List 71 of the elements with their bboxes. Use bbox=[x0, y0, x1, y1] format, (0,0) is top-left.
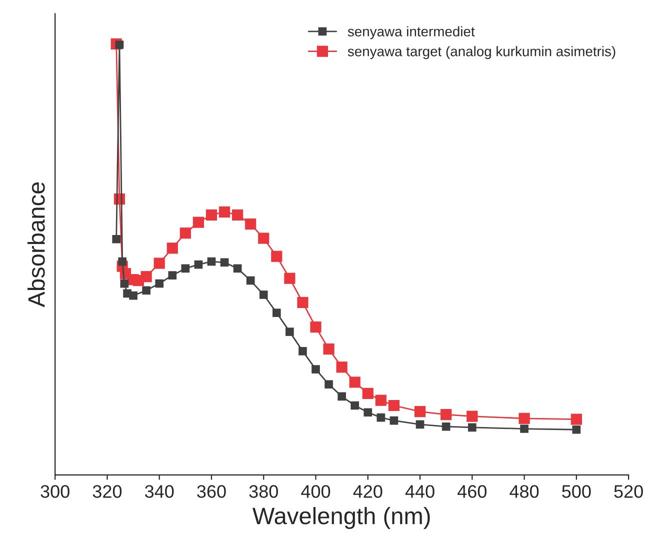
x-tick-label: 320 bbox=[92, 485, 122, 498]
point bbox=[271, 250, 282, 262]
point bbox=[180, 228, 191, 239]
point bbox=[194, 260, 203, 269]
x-tick-label: 360 bbox=[197, 485, 226, 498]
point bbox=[375, 394, 386, 406]
point bbox=[259, 290, 268, 299]
point bbox=[220, 258, 229, 267]
x-tick-label: 400 bbox=[301, 485, 330, 498]
legend-label: senyawa intermediet bbox=[348, 26, 475, 40]
point bbox=[272, 308, 281, 317]
x-tick-label: 440 bbox=[405, 485, 434, 498]
point bbox=[207, 257, 216, 266]
x-tick-label: 340 bbox=[144, 485, 174, 498]
point bbox=[350, 401, 360, 410]
point bbox=[440, 408, 452, 420]
point bbox=[246, 276, 255, 285]
point bbox=[416, 420, 424, 429]
point bbox=[258, 232, 270, 244]
point bbox=[129, 291, 138, 300]
point bbox=[570, 414, 582, 425]
point bbox=[310, 322, 322, 333]
point bbox=[245, 218, 256, 230]
point bbox=[233, 264, 242, 273]
point bbox=[468, 423, 476, 432]
point bbox=[232, 209, 244, 221]
point bbox=[181, 264, 190, 273]
point bbox=[155, 279, 164, 288]
point bbox=[297, 296, 308, 308]
point bbox=[120, 279, 129, 288]
point bbox=[349, 376, 360, 388]
x-tick-label: 300 bbox=[40, 485, 70, 498]
point bbox=[286, 328, 294, 336]
x-tick-label: 520 bbox=[614, 485, 643, 498]
point bbox=[284, 272, 296, 284]
point bbox=[312, 365, 320, 374]
point bbox=[298, 347, 307, 356]
point bbox=[115, 40, 124, 49]
point bbox=[112, 234, 121, 244]
point bbox=[414, 406, 426, 418]
x-tick-label: 380 bbox=[249, 485, 278, 498]
point bbox=[466, 410, 478, 422]
point bbox=[388, 400, 400, 412]
point bbox=[520, 424, 528, 433]
point bbox=[376, 413, 386, 422]
x-axis-title: Wavelength (nm) bbox=[252, 506, 430, 530]
point bbox=[324, 380, 333, 389]
y-axis-title: Absorbance bbox=[28, 182, 45, 308]
point bbox=[442, 422, 450, 431]
point bbox=[572, 425, 581, 434]
point bbox=[140, 271, 152, 282]
point bbox=[390, 416, 398, 425]
point bbox=[168, 271, 177, 280]
point bbox=[323, 343, 334, 355]
point bbox=[362, 388, 374, 399]
point bbox=[118, 257, 126, 266]
point bbox=[518, 412, 530, 424]
point bbox=[166, 242, 178, 254]
point bbox=[142, 286, 150, 295]
x-tick-label: 500 bbox=[562, 485, 591, 498]
x-tick-label: 460 bbox=[458, 485, 487, 498]
point bbox=[218, 206, 230, 218]
legend-label: senyawa target (analog kurkumin asimetris) bbox=[348, 46, 616, 60]
point bbox=[338, 392, 346, 401]
point bbox=[336, 362, 348, 373]
point bbox=[192, 216, 204, 228]
point bbox=[364, 408, 372, 417]
x-tick-label: 480 bbox=[510, 485, 539, 498]
point bbox=[206, 209, 218, 221]
x-tick-label: 420 bbox=[353, 485, 382, 498]
point bbox=[154, 258, 165, 269]
